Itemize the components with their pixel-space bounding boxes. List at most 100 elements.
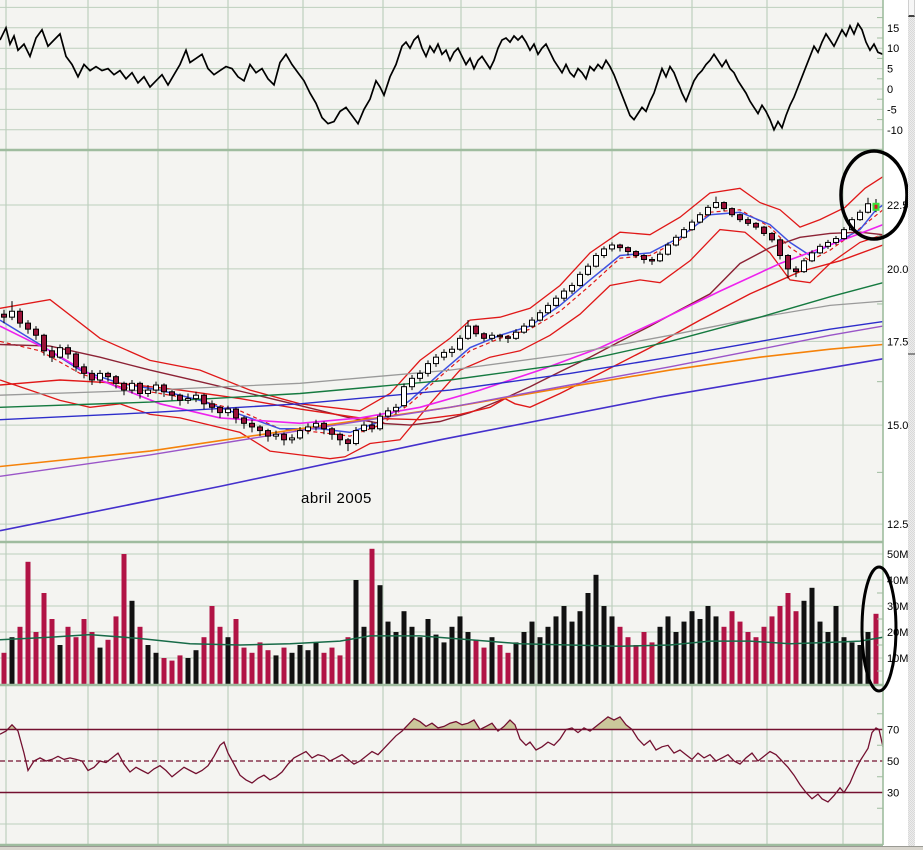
volume-bar (625, 637, 631, 684)
vertical-scrollbar[interactable] (908, 0, 915, 846)
volume-bar (553, 616, 559, 684)
volume-bar (841, 637, 847, 684)
candle (817, 243, 823, 255)
candle (217, 405, 223, 418)
volume-bar (593, 574, 599, 684)
candle (385, 407, 391, 418)
axis-label: 50 (887, 756, 899, 768)
candle (857, 209, 863, 221)
volume-bar (441, 642, 447, 684)
momentum-line (0, 21, 884, 132)
candle (617, 243, 623, 252)
candle (193, 391, 199, 403)
vertical-scrollbar-mark (908, 353, 915, 355)
candle (753, 222, 759, 230)
price-ellipse-annotation[interactable] (839, 149, 908, 241)
volume-ellipse-annotation[interactable] (860, 565, 898, 693)
candle (185, 393, 191, 404)
selected-candle[interactable] (872, 198, 880, 213)
candle (241, 416, 247, 429)
volume-bar (65, 626, 71, 684)
volume-bar (297, 645, 303, 684)
candle (249, 419, 255, 433)
candle (665, 242, 671, 256)
volume-bar (1, 652, 7, 684)
candle (497, 333, 503, 342)
horizontal-scrollbar[interactable] (0, 846, 923, 850)
rsi-overbought-fill (403, 718, 497, 730)
candle (809, 250, 815, 263)
volume-bar (361, 626, 367, 684)
volume-bar (161, 658, 167, 684)
volume-bar (609, 616, 615, 684)
rsi-overbought-fill (7, 724, 17, 730)
rsi-overbought-fill (500, 720, 517, 730)
volume-ma-line (0, 633, 884, 648)
volume-bar (785, 593, 791, 684)
volume-bar (513, 642, 519, 684)
candle (553, 295, 559, 307)
volume-bar (313, 642, 319, 684)
candle (265, 428, 271, 442)
candle (593, 252, 599, 268)
axis-label: 20M (887, 627, 908, 639)
volume-bar (489, 637, 495, 684)
candle (33, 326, 39, 340)
volume-bar (289, 652, 295, 684)
candle (697, 212, 703, 224)
axis-label: 10M (887, 653, 908, 665)
candle (449, 346, 455, 358)
volume-bar (273, 655, 279, 684)
volume-bar (193, 650, 199, 684)
vertical-scrollbar-thumb[interactable] (908, 0, 915, 17)
volume-bar (409, 626, 415, 684)
candle (225, 405, 231, 417)
price-panel (0, 176, 884, 532)
candle (745, 217, 751, 226)
candle (313, 419, 319, 431)
candle (153, 381, 159, 394)
volume-bar (481, 647, 487, 684)
candle (609, 242, 615, 252)
ma-purple (0, 325, 884, 477)
volume-bar (665, 616, 671, 684)
volume-bar (385, 621, 391, 684)
candle (769, 232, 775, 243)
volume-bar (105, 639, 111, 684)
candle (625, 246, 631, 256)
candle (65, 344, 71, 359)
candle (345, 437, 351, 452)
candle (601, 246, 607, 259)
volume-bar (505, 652, 511, 684)
pane-frame (0, 0, 884, 847)
volume-bar (393, 632, 399, 684)
volume-bar (449, 626, 455, 684)
volume-bar (9, 637, 15, 684)
candle (737, 213, 743, 223)
volume-bar (849, 642, 855, 684)
candle (89, 370, 95, 386)
candle (473, 324, 479, 337)
candle (521, 323, 527, 334)
axis-label: 30M (887, 601, 908, 613)
volume-bar (465, 632, 471, 684)
volume-bar (745, 632, 751, 684)
ma-50-darkred (0, 231, 884, 426)
volume-bar (337, 655, 343, 684)
volume-bar (185, 658, 191, 684)
candle (681, 227, 687, 239)
candle (537, 309, 543, 322)
volume-bar (681, 621, 687, 684)
volume-bar (737, 621, 743, 684)
ma-darkgreen (0, 282, 884, 408)
right-axis-labels: 151050-5-1022.520.017.515.012.550M40M30M… (887, 23, 908, 800)
volume-bar (817, 621, 823, 684)
volume-bar (801, 600, 807, 684)
volume-bar (769, 616, 775, 684)
axis-label: 30 (887, 788, 899, 800)
volume-bar (633, 645, 639, 684)
axis-label: 17.5 (887, 336, 908, 348)
candle (1, 309, 7, 324)
volume-bar (833, 606, 839, 684)
volume-bar (25, 561, 31, 684)
